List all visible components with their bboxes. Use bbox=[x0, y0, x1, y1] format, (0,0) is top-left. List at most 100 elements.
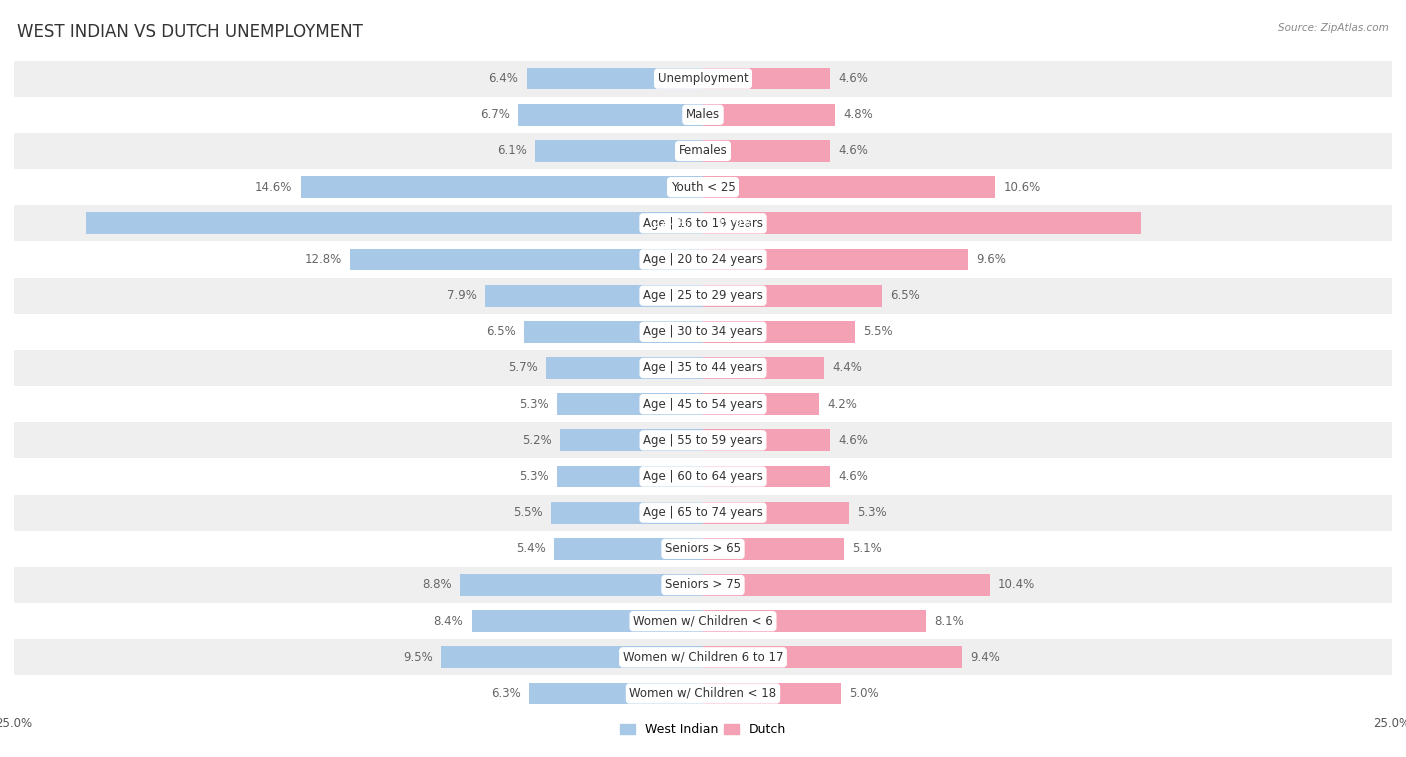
Text: 4.2%: 4.2% bbox=[827, 397, 856, 410]
Text: Unemployment: Unemployment bbox=[658, 72, 748, 85]
Bar bbox=[14, 386, 1392, 422]
Text: WEST INDIAN VS DUTCH UNEMPLOYMENT: WEST INDIAN VS DUTCH UNEMPLOYMENT bbox=[17, 23, 363, 41]
Bar bbox=[703, 140, 830, 162]
Text: 22.4%: 22.4% bbox=[652, 217, 689, 230]
Text: 5.1%: 5.1% bbox=[852, 542, 882, 556]
Bar bbox=[551, 502, 703, 524]
Bar bbox=[14, 278, 1392, 313]
Text: 6.5%: 6.5% bbox=[890, 289, 920, 302]
Text: Age | 30 to 34 years: Age | 30 to 34 years bbox=[643, 326, 763, 338]
Bar bbox=[14, 531, 1392, 567]
Bar bbox=[14, 603, 1392, 639]
Text: 5.3%: 5.3% bbox=[858, 506, 887, 519]
Text: 4.6%: 4.6% bbox=[838, 145, 868, 157]
Text: 14.6%: 14.6% bbox=[254, 181, 292, 194]
Text: 12.8%: 12.8% bbox=[305, 253, 342, 266]
Bar bbox=[546, 357, 703, 378]
Text: 4.6%: 4.6% bbox=[838, 470, 868, 483]
Text: Women w/ Children 6 to 17: Women w/ Children 6 to 17 bbox=[623, 651, 783, 664]
Bar bbox=[350, 248, 703, 270]
Text: Age | 45 to 54 years: Age | 45 to 54 years bbox=[643, 397, 763, 410]
Text: 15.9%: 15.9% bbox=[717, 217, 754, 230]
Text: Males: Males bbox=[686, 108, 720, 121]
Bar bbox=[14, 494, 1392, 531]
Text: 9.6%: 9.6% bbox=[976, 253, 1005, 266]
Text: 5.0%: 5.0% bbox=[849, 687, 879, 700]
Bar bbox=[703, 646, 962, 668]
Text: 5.3%: 5.3% bbox=[519, 397, 548, 410]
Bar bbox=[14, 313, 1392, 350]
Bar bbox=[14, 133, 1392, 169]
Text: 8.8%: 8.8% bbox=[423, 578, 453, 591]
Text: Seniors > 65: Seniors > 65 bbox=[665, 542, 741, 556]
Text: Women w/ Children < 6: Women w/ Children < 6 bbox=[633, 615, 773, 628]
Bar bbox=[703, 574, 990, 596]
Bar bbox=[703, 213, 1142, 234]
Text: Seniors > 75: Seniors > 75 bbox=[665, 578, 741, 591]
Text: Source: ZipAtlas.com: Source: ZipAtlas.com bbox=[1278, 23, 1389, 33]
Bar bbox=[557, 466, 703, 488]
Bar bbox=[14, 675, 1392, 712]
Bar bbox=[519, 104, 703, 126]
Bar bbox=[703, 610, 927, 632]
Bar bbox=[485, 285, 703, 307]
Bar bbox=[14, 350, 1392, 386]
Bar bbox=[524, 321, 703, 343]
Bar bbox=[703, 285, 882, 307]
Text: 6.3%: 6.3% bbox=[491, 687, 522, 700]
Text: 5.5%: 5.5% bbox=[863, 326, 893, 338]
Text: Youth < 25: Youth < 25 bbox=[671, 181, 735, 194]
Bar bbox=[14, 567, 1392, 603]
Text: 5.3%: 5.3% bbox=[519, 470, 548, 483]
Bar bbox=[560, 429, 703, 451]
Text: 5.4%: 5.4% bbox=[516, 542, 546, 556]
Bar bbox=[14, 169, 1392, 205]
Bar bbox=[471, 610, 703, 632]
Text: 10.6%: 10.6% bbox=[1004, 181, 1040, 194]
Bar bbox=[557, 394, 703, 415]
Bar bbox=[14, 639, 1392, 675]
Bar bbox=[14, 422, 1392, 459]
Bar bbox=[534, 140, 703, 162]
Text: Females: Females bbox=[679, 145, 727, 157]
Bar bbox=[703, 357, 824, 378]
Bar bbox=[703, 538, 844, 559]
Bar bbox=[703, 502, 849, 524]
Text: Age | 16 to 19 years: Age | 16 to 19 years bbox=[643, 217, 763, 230]
Text: 9.4%: 9.4% bbox=[970, 651, 1000, 664]
Text: 5.7%: 5.7% bbox=[508, 362, 537, 375]
Bar bbox=[14, 241, 1392, 278]
Text: 10.4%: 10.4% bbox=[998, 578, 1035, 591]
Text: Age | 25 to 29 years: Age | 25 to 29 years bbox=[643, 289, 763, 302]
Text: Age | 60 to 64 years: Age | 60 to 64 years bbox=[643, 470, 763, 483]
Bar bbox=[14, 459, 1392, 494]
Text: 8.1%: 8.1% bbox=[935, 615, 965, 628]
Bar bbox=[703, 466, 830, 488]
Text: 4.8%: 4.8% bbox=[844, 108, 873, 121]
Text: 6.7%: 6.7% bbox=[481, 108, 510, 121]
Bar bbox=[14, 61, 1392, 97]
Bar bbox=[86, 213, 703, 234]
Text: Age | 55 to 59 years: Age | 55 to 59 years bbox=[643, 434, 763, 447]
Text: 5.5%: 5.5% bbox=[513, 506, 543, 519]
Text: Age | 35 to 44 years: Age | 35 to 44 years bbox=[643, 362, 763, 375]
Bar bbox=[301, 176, 703, 198]
Text: Age | 20 to 24 years: Age | 20 to 24 years bbox=[643, 253, 763, 266]
Text: 8.4%: 8.4% bbox=[433, 615, 463, 628]
Bar bbox=[703, 321, 855, 343]
Text: 5.2%: 5.2% bbox=[522, 434, 551, 447]
Bar bbox=[530, 683, 703, 704]
Text: Women w/ Children < 18: Women w/ Children < 18 bbox=[630, 687, 776, 700]
Text: 4.6%: 4.6% bbox=[838, 72, 868, 85]
Bar bbox=[527, 68, 703, 89]
Bar bbox=[703, 176, 995, 198]
Bar bbox=[703, 104, 835, 126]
Bar bbox=[703, 248, 967, 270]
Bar bbox=[461, 574, 703, 596]
Bar bbox=[703, 68, 830, 89]
Text: 6.5%: 6.5% bbox=[486, 326, 516, 338]
Text: 6.4%: 6.4% bbox=[488, 72, 519, 85]
Text: 4.4%: 4.4% bbox=[832, 362, 862, 375]
Text: 7.9%: 7.9% bbox=[447, 289, 477, 302]
Legend: West Indian, Dutch: West Indian, Dutch bbox=[614, 718, 792, 741]
